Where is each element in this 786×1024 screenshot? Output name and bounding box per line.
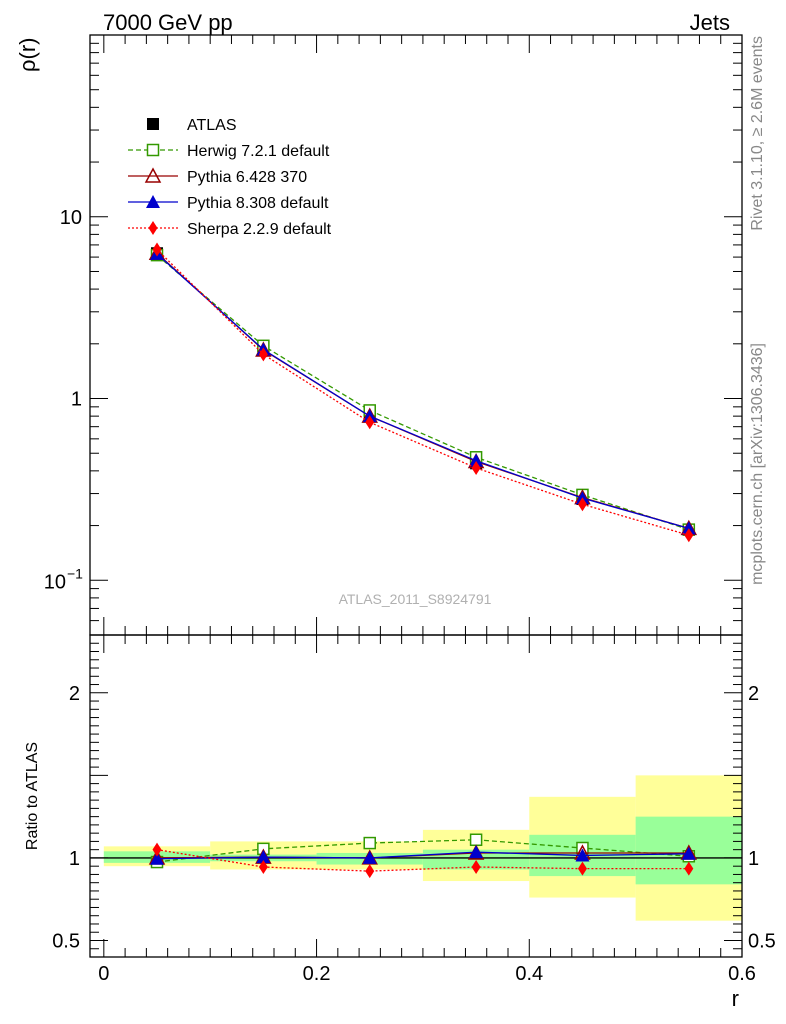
main-point-4-3: [471, 460, 481, 475]
main-series-line-4: [156, 249, 690, 536]
legend-label-4: Sherpa 2.2.9 default: [187, 221, 332, 238]
legend-marker-3: [146, 195, 160, 208]
analysis-watermark: ATLAS_2011_S8924791: [339, 591, 492, 607]
legend-marker-0: [147, 118, 159, 130]
ratio-point-3-2: [365, 864, 375, 879]
ratio-point-3-4: [577, 861, 587, 876]
x-tick-label: 0.6: [728, 963, 756, 985]
ratio-y-tick-label-right: 0.5: [748, 930, 776, 952]
main-y-tick-label: 10: [44, 571, 66, 593]
ratio-point-3-1: [258, 860, 268, 875]
legend-label-3: Pythia 8.308 default: [187, 195, 329, 212]
main-point-3-3: [469, 453, 484, 467]
ratio-y-tick-label-left: 1: [69, 848, 80, 870]
ratio-point-3-0: [152, 842, 162, 857]
ratio-axes: 0.5 0.5 1 1 2 2 0 0.2 0.4 0.6: [52, 634, 776, 985]
main-plot-marks: [148, 242, 698, 543]
main-point-4-4: [577, 497, 587, 512]
main-point-3-5: [681, 521, 696, 535]
collision-label: 7000 GeV pp: [103, 10, 233, 35]
ratio-point-0-2: [363, 836, 376, 850]
ratio-y-tick-label-left: 2: [69, 683, 80, 705]
process-label: Jets: [690, 10, 730, 35]
main-series-line-2: [156, 252, 689, 530]
main-series-line-3: [156, 253, 689, 530]
ratio-point-2-1: [256, 850, 271, 864]
ratio-point-2-2: [362, 850, 377, 864]
ratio-y-axis-label: Ratio to ATLAS: [24, 742, 41, 850]
main-point-4-0: [152, 242, 162, 257]
ratio-frame: [89, 634, 743, 958]
ratio-point-2-3: [469, 845, 484, 859]
ratio-point-2-4: [575, 848, 590, 862]
legend-label-2: Pythia 6.428 370: [187, 169, 307, 186]
legend-marker-1: [146, 143, 160, 157]
ratio-y-tick-label-left: 0.5: [52, 930, 80, 952]
main-point-4-1: [258, 347, 268, 362]
main-y-tick-label-exponent: −1: [67, 565, 83, 581]
legend-marker-4: [148, 221, 158, 235]
ratio-series-line-2: [156, 851, 689, 860]
ratio-point-3-3: [471, 860, 481, 875]
mcplots-reference-label: mcplots.cern.ch [arXiv:1306.3436]: [749, 343, 766, 585]
ratio-plot-marks: [90, 833, 742, 879]
ratio-series-line-0: [156, 839, 689, 863]
x-tick-label: 0.2: [303, 963, 331, 985]
legend-label-0: ATLAS: [187, 117, 237, 134]
main-point-4-5: [684, 528, 694, 543]
main-y-tick-label: 10: [60, 207, 82, 229]
ratio-series-line-3: [156, 849, 689, 872]
main-series-line-1: [156, 254, 690, 531]
main-point-4-2: [365, 415, 375, 430]
ratio-y-tick-label-right: 1: [748, 848, 759, 870]
ratio-point-2-0: [150, 851, 165, 865]
x-axis-label: r: [732, 986, 739, 1011]
ratio-point-2-5: [681, 846, 696, 860]
legend-marker-2: [144, 167, 162, 183]
ratio-point-0-3: [469, 833, 483, 847]
main-y-axis-label: ρ(r): [15, 38, 40, 73]
ratio-y-tick-label-right: 2: [748, 683, 759, 705]
rivet-version-label: Rivet 3.1.10, ≥ 2.6M events: [749, 36, 766, 231]
x-tick-label: 0: [98, 963, 109, 985]
x-tick-label: 0.4: [515, 963, 543, 985]
ratio-panel: 0.5 0.5 1 1 2 2 0 0.2 0.4 0.6 Ratio to ATLAS r: [24, 634, 776, 1011]
legend: ATLAS Herwig 7.2.1 default Pythia 6.428 37…: [128, 117, 332, 238]
ratio-point-3-5: [684, 861, 694, 876]
legend-label-1: Herwig 7.2.1 default: [187, 143, 330, 160]
ratio-uncertainty-bands: [103, 775, 742, 921]
main-y-tick-label: 1: [71, 389, 82, 411]
